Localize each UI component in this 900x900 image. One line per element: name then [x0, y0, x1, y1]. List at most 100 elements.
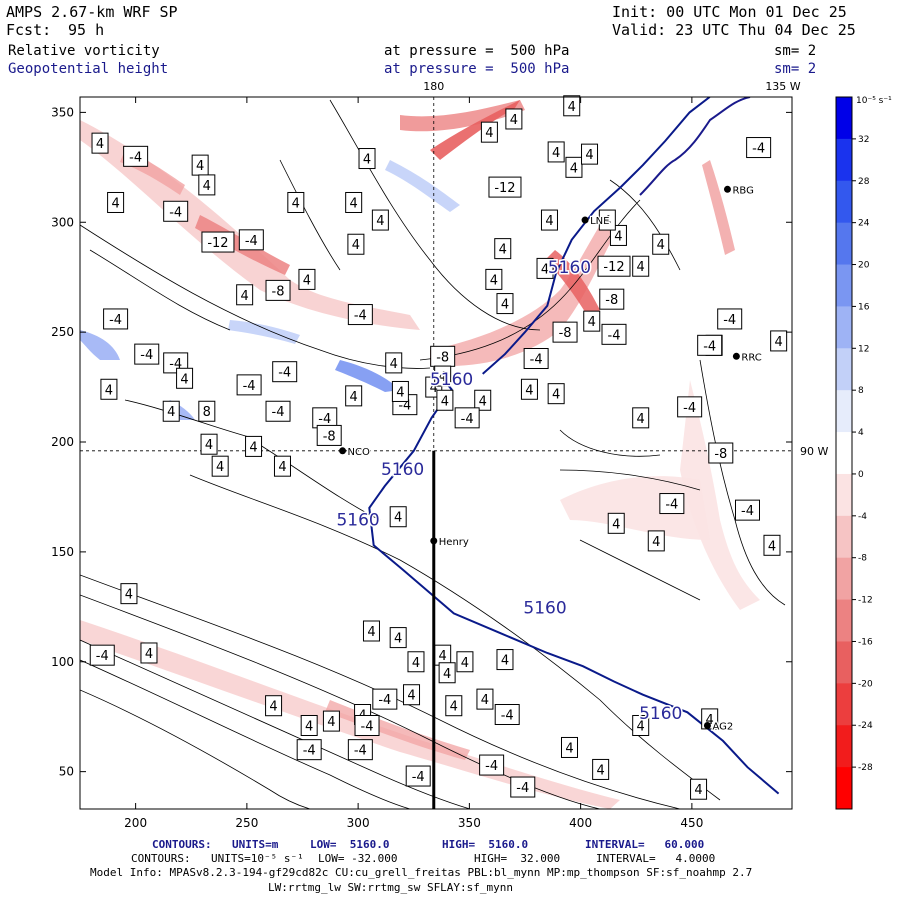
neg-vort-band	[430, 100, 520, 160]
vorticity-label: -4	[236, 374, 262, 396]
vorticity-label-text: -4	[683, 401, 696, 416]
vorticity-label-box	[103, 308, 129, 330]
vorticity-label: 4	[391, 380, 409, 402]
vorticity-label-text: 4	[612, 517, 620, 532]
y-tick-label: 350	[51, 105, 74, 119]
vorticity-label: 4	[287, 191, 305, 213]
pos-vort-blob	[335, 360, 400, 392]
forecast-label: Fcst:	[6, 21, 52, 39]
vorticity-label-box	[322, 710, 340, 732]
vorticity-label-box	[552, 321, 578, 343]
vorticity-label: 8	[198, 400, 216, 422]
vorticity-label: -4	[347, 739, 373, 761]
vorticity-label-box	[407, 651, 425, 673]
vorticity-label: -4	[103, 308, 129, 330]
vorticity-label-text: 4	[367, 625, 375, 640]
vorticity-label-text: 4	[637, 412, 645, 427]
vorticity-label-text: -8	[436, 350, 449, 365]
vort-contour-label: CONTOURS:	[131, 852, 191, 865]
vorticity-label: 4	[403, 684, 421, 706]
colorbar-tick-label: -8	[858, 554, 867, 564]
x-tick-label: 450	[680, 816, 703, 830]
vorticity-label-box	[265, 400, 291, 422]
vorticity-label-text: -4	[703, 339, 716, 354]
vorticity-label-text: 4	[597, 763, 605, 778]
colorbar-segment	[836, 306, 852, 349]
neg-vort-band	[702, 160, 735, 255]
vorticity-label: -4	[265, 400, 291, 422]
neg-vort-band	[400, 100, 525, 132]
vorticity-label: 4	[273, 455, 291, 477]
vorticity-label-box	[505, 108, 523, 130]
vorticity-label-box	[296, 739, 322, 761]
vorticity-label-text: 4	[180, 372, 188, 387]
colorbar-segment	[836, 473, 852, 517]
station-label: LNE	[590, 216, 609, 227]
vorticity-label-text: 4	[216, 460, 224, 475]
vorticity-label-box	[485, 268, 503, 290]
vorticity-label-box	[176, 367, 194, 389]
vorticity-label-text: 4	[525, 383, 533, 398]
vorticity-label: 4	[494, 238, 512, 260]
vorticity-label-box	[708, 442, 734, 464]
vorticity-label-box	[272, 361, 298, 383]
vorticity-label-text: 4	[390, 357, 398, 372]
vorticity-label-box	[520, 378, 538, 400]
vorticity-label-text: -4	[129, 150, 142, 165]
vort-high: HIGH= 32.000	[474, 852, 561, 865]
vorticity-label-box	[438, 662, 456, 684]
vorticity-label: 4	[496, 649, 514, 671]
vorticity-label-text: -4	[516, 781, 529, 796]
vorticity-label: 4	[647, 530, 665, 552]
vorticity-label-text: 4	[407, 689, 415, 704]
vorticity-label-box	[496, 293, 514, 315]
vorticity-label-text: 4	[552, 146, 560, 161]
colorbar-segment	[836, 390, 852, 433]
vorticity-label: 4	[371, 209, 389, 231]
vorticity-label-box	[273, 455, 291, 477]
vorticity-label-box	[717, 308, 743, 330]
vorticity-label-text: 4	[430, 381, 438, 396]
vorticity-label: 4	[385, 352, 403, 374]
vorticity-label-box	[354, 714, 380, 736]
vorticity-label: -4	[238, 229, 264, 251]
model-info: Model Info: MPASv8.2.3-194-gf29cd82c CU:…	[90, 866, 753, 879]
vorticity-label: 4	[547, 141, 565, 163]
vorticity-label-box	[652, 233, 670, 255]
vorticity-label-text: 4	[125, 588, 133, 603]
vorticity-label: -12	[201, 231, 235, 253]
vorticity-label-text: -8	[714, 447, 727, 462]
vorticity-label: 4	[536, 257, 554, 279]
vorticity-label-box	[598, 209, 616, 231]
vorticity-label: 4	[300, 714, 318, 736]
station-marker	[581, 216, 589, 224]
height-high: HIGH= 5160.0	[442, 838, 529, 851]
vorticity-label: 4	[345, 385, 363, 407]
vorticity-label-text: 4	[510, 113, 518, 128]
vorticity-label-text: 4	[585, 148, 593, 163]
vorticity-label-box	[597, 255, 631, 277]
vorticity-label-box	[389, 627, 407, 649]
vorticity-label-box	[245, 435, 263, 457]
vorticity-label: -4	[601, 323, 627, 345]
vorticity-label-text: -4	[243, 379, 256, 394]
vorticity-label: -4	[123, 145, 149, 167]
vorticity-label-box	[362, 620, 380, 642]
vorticity-label-text: 4	[768, 539, 776, 554]
x-tick-label: 200	[124, 816, 147, 830]
vorticity-label-text: -8	[323, 429, 336, 444]
vorticity-label-text: -4	[741, 504, 754, 519]
vorticity-label-text: 4	[203, 179, 211, 194]
colorbar-segment	[836, 641, 852, 684]
colorbar-tick-label: -20	[858, 679, 873, 689]
vorticity-label: 4	[598, 209, 616, 231]
colorbar-unit-label: 10⁻⁵ s⁻¹	[856, 96, 892, 106]
init-time: Init: 00 UTC Mon 01 Dec 25	[612, 3, 847, 21]
vorticity-label-text: 4	[552, 388, 560, 403]
vorticity-label-box	[198, 174, 216, 196]
vorticity-label: 4	[632, 407, 650, 429]
vorticity-label-box	[677, 396, 703, 418]
vorticity-label-box	[140, 642, 158, 664]
field2-name: Geopotential height	[8, 61, 169, 77]
vorticity-label: 4	[652, 233, 670, 255]
